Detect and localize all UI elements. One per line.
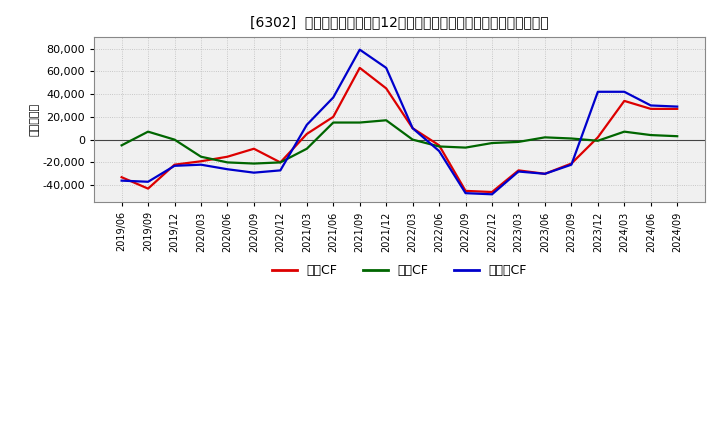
投資CF (144, 129, 153, 134)
フリーCF (673, 104, 682, 109)
Line: 営業CF: 営業CF (122, 68, 678, 192)
投資CF (382, 117, 390, 123)
フリーCF (302, 122, 311, 128)
営業CF (435, 143, 444, 148)
投資CF (620, 129, 629, 134)
営業CF (197, 159, 205, 164)
フリーCF (276, 168, 284, 173)
フリーCF (329, 95, 338, 100)
フリーCF (593, 89, 602, 95)
営業CF (462, 188, 470, 194)
投資CF (567, 136, 576, 141)
投資CF (329, 120, 338, 125)
投資CF (541, 135, 549, 140)
投資CF (197, 154, 205, 159)
投資CF (276, 160, 284, 165)
営業CF (223, 154, 232, 159)
営業CF (276, 160, 284, 165)
フリーCF (250, 170, 258, 175)
フリーCF (567, 162, 576, 167)
営業CF (647, 106, 655, 111)
投資CF (647, 132, 655, 138)
営業CF (408, 125, 417, 131)
投資CF (408, 137, 417, 142)
営業CF (382, 86, 390, 91)
フリーCF (144, 179, 153, 184)
Legend: 営業CF, 投資CF, フリーCF: 営業CF, 投資CF, フリーCF (267, 259, 532, 282)
営業CF (567, 161, 576, 166)
フリーCF (462, 191, 470, 196)
投資CF (673, 134, 682, 139)
フリーCF (197, 162, 205, 167)
営業CF (356, 65, 364, 70)
営業CF (487, 189, 496, 194)
投資CF (435, 144, 444, 149)
投資CF (487, 140, 496, 146)
Line: 投資CF: 投資CF (122, 120, 678, 164)
営業CF (514, 168, 523, 173)
フリーCF (382, 65, 390, 70)
Title: [6302]  キャッシュフローの12か月移動合計の対前年同期増減額の推移: [6302] キャッシュフローの12か月移動合計の対前年同期増減額の推移 (250, 15, 549, 29)
フリーCF (647, 103, 655, 108)
営業CF (170, 162, 179, 167)
フリーCF (435, 148, 444, 154)
フリーCF (117, 178, 126, 183)
営業CF (117, 175, 126, 180)
営業CF (620, 98, 629, 103)
フリーCF (356, 47, 364, 52)
投資CF (223, 160, 232, 165)
営業CF (250, 146, 258, 151)
投資CF (170, 137, 179, 142)
営業CF (329, 114, 338, 120)
投資CF (356, 120, 364, 125)
投資CF (117, 143, 126, 148)
営業CF (673, 106, 682, 111)
Line: フリーCF: フリーCF (122, 50, 678, 194)
フリーCF (223, 167, 232, 172)
フリーCF (620, 89, 629, 95)
フリーCF (408, 125, 417, 131)
投資CF (462, 145, 470, 150)
フリーCF (514, 169, 523, 174)
フリーCF (487, 192, 496, 197)
投資CF (250, 161, 258, 166)
営業CF (593, 135, 602, 140)
Y-axis label: （百万円）: （百万円） (30, 103, 40, 136)
フリーCF (541, 171, 549, 176)
投資CF (302, 146, 311, 151)
フリーCF (170, 163, 179, 169)
投資CF (514, 139, 523, 145)
営業CF (541, 171, 549, 176)
営業CF (144, 186, 153, 191)
営業CF (302, 131, 311, 136)
投資CF (593, 138, 602, 143)
